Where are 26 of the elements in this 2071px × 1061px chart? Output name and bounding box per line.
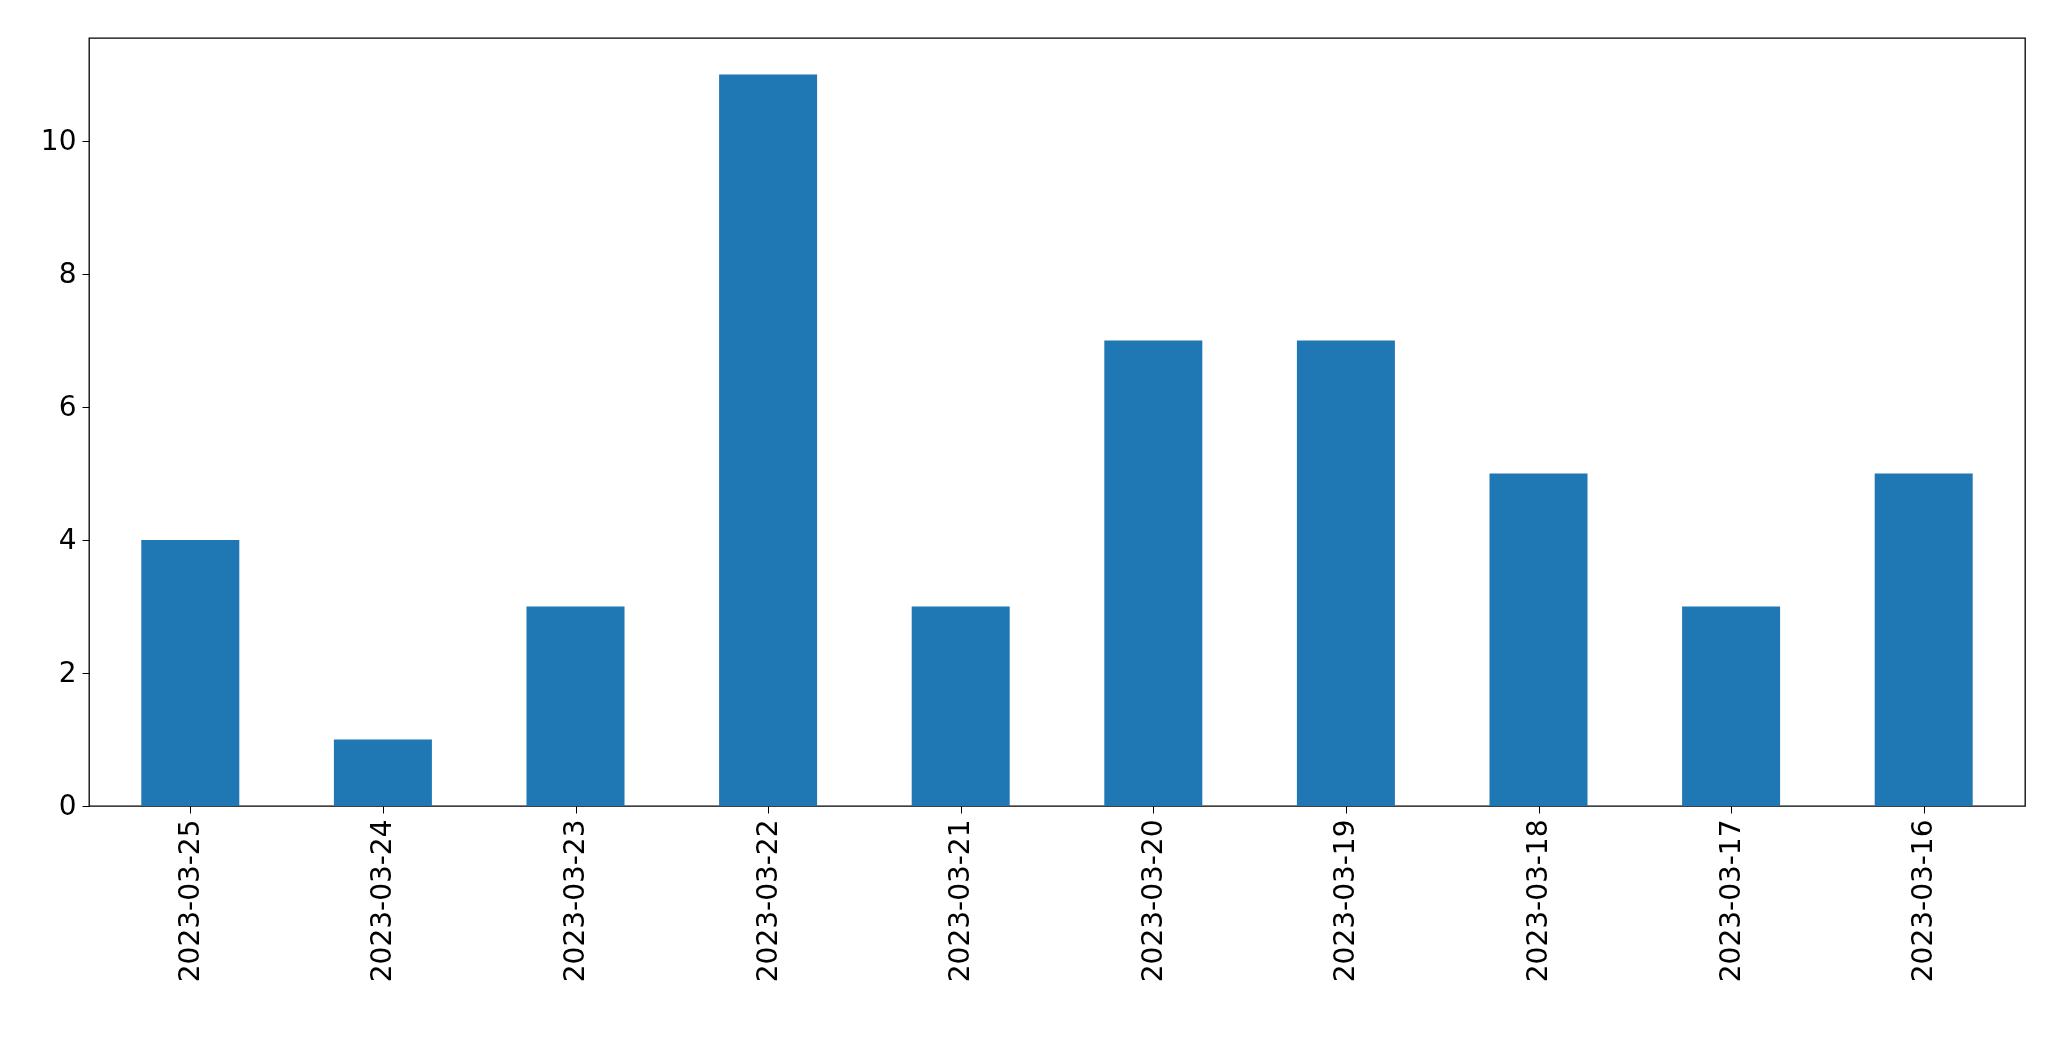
bar (526, 606, 625, 806)
bar (1874, 473, 1973, 806)
bar (1104, 340, 1203, 806)
bar (141, 540, 240, 806)
x-tick-label: 2023-03-22 (750, 819, 784, 983)
y-tick-label: 6 (58, 389, 77, 423)
x-tick-label: 2023-03-24 (365, 819, 399, 983)
bar (911, 606, 1010, 806)
bar (719, 74, 818, 806)
y-tick-label: 8 (58, 256, 77, 290)
x-tick-label: 2023-03-17 (1713, 819, 1747, 983)
x-tick-label: 2023-03-21 (943, 819, 977, 983)
bar (333, 739, 432, 806)
x-tick-label: 2023-03-25 (172, 819, 206, 983)
y-tick-label: 4 (58, 522, 77, 556)
x-tick-label: 2023-03-18 (1521, 819, 1554, 983)
x-tick-label: 2023-03-19 (1328, 819, 1362, 983)
bar (1296, 340, 1395, 806)
y-tick-label: 0 (58, 788, 77, 822)
bar (1682, 606, 1781, 806)
x-tick-label: 2023-03-23 (558, 819, 591, 983)
y-tick-label: 10 (40, 123, 77, 157)
bar (1489, 473, 1588, 806)
y-tick-label: 2 (58, 655, 77, 689)
x-tick-label: 2023-03-20 (1135, 819, 1169, 983)
x-tick-label: 2023-03-16 (1906, 819, 1940, 983)
